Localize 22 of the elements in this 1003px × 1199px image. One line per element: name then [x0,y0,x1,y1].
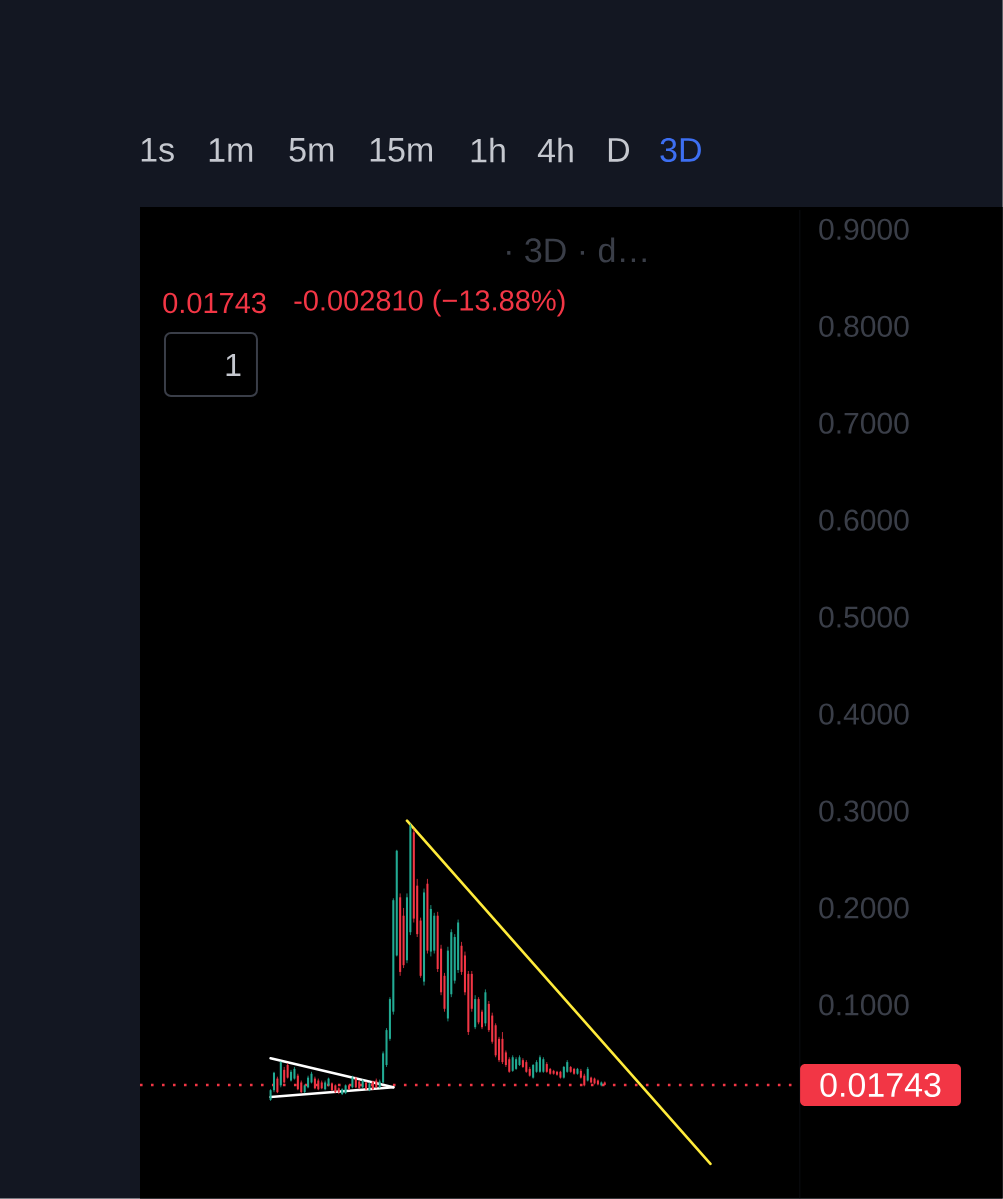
text: 0.01743 [163,292,266,314]
text: 1m [209,138,253,162]
y-tick-label: 0.6000 [819,509,909,531]
text: 5m [289,138,334,162]
text: 3D [660,137,701,162]
y-tick-label: 0.3000 [819,800,909,822]
text: D [608,138,630,162]
y-tick-label: 0.8000 [819,315,909,337]
text: 1h [471,137,505,163]
y-tick-label: 0.9000 [819,218,909,240]
annotation: -0.002810 (−13.88%) [294,289,565,317]
y-tick-label: 0.5000 [819,606,909,628]
y-tick-label: 0.4000 [819,703,909,725]
y-tick-label: 0.7000 [819,412,909,434]
y-tick-label: 0.2000 [819,897,909,919]
text: 1 [226,353,241,376]
text: 15m [370,138,433,162]
ref-line-label: 0.01743 [820,1072,941,1097]
y-tick-label: 0.1000 [819,994,909,1016]
text: 4h [537,137,573,163]
text: 1s [141,138,174,162]
annotation: · 3D · d… [507,237,646,263]
